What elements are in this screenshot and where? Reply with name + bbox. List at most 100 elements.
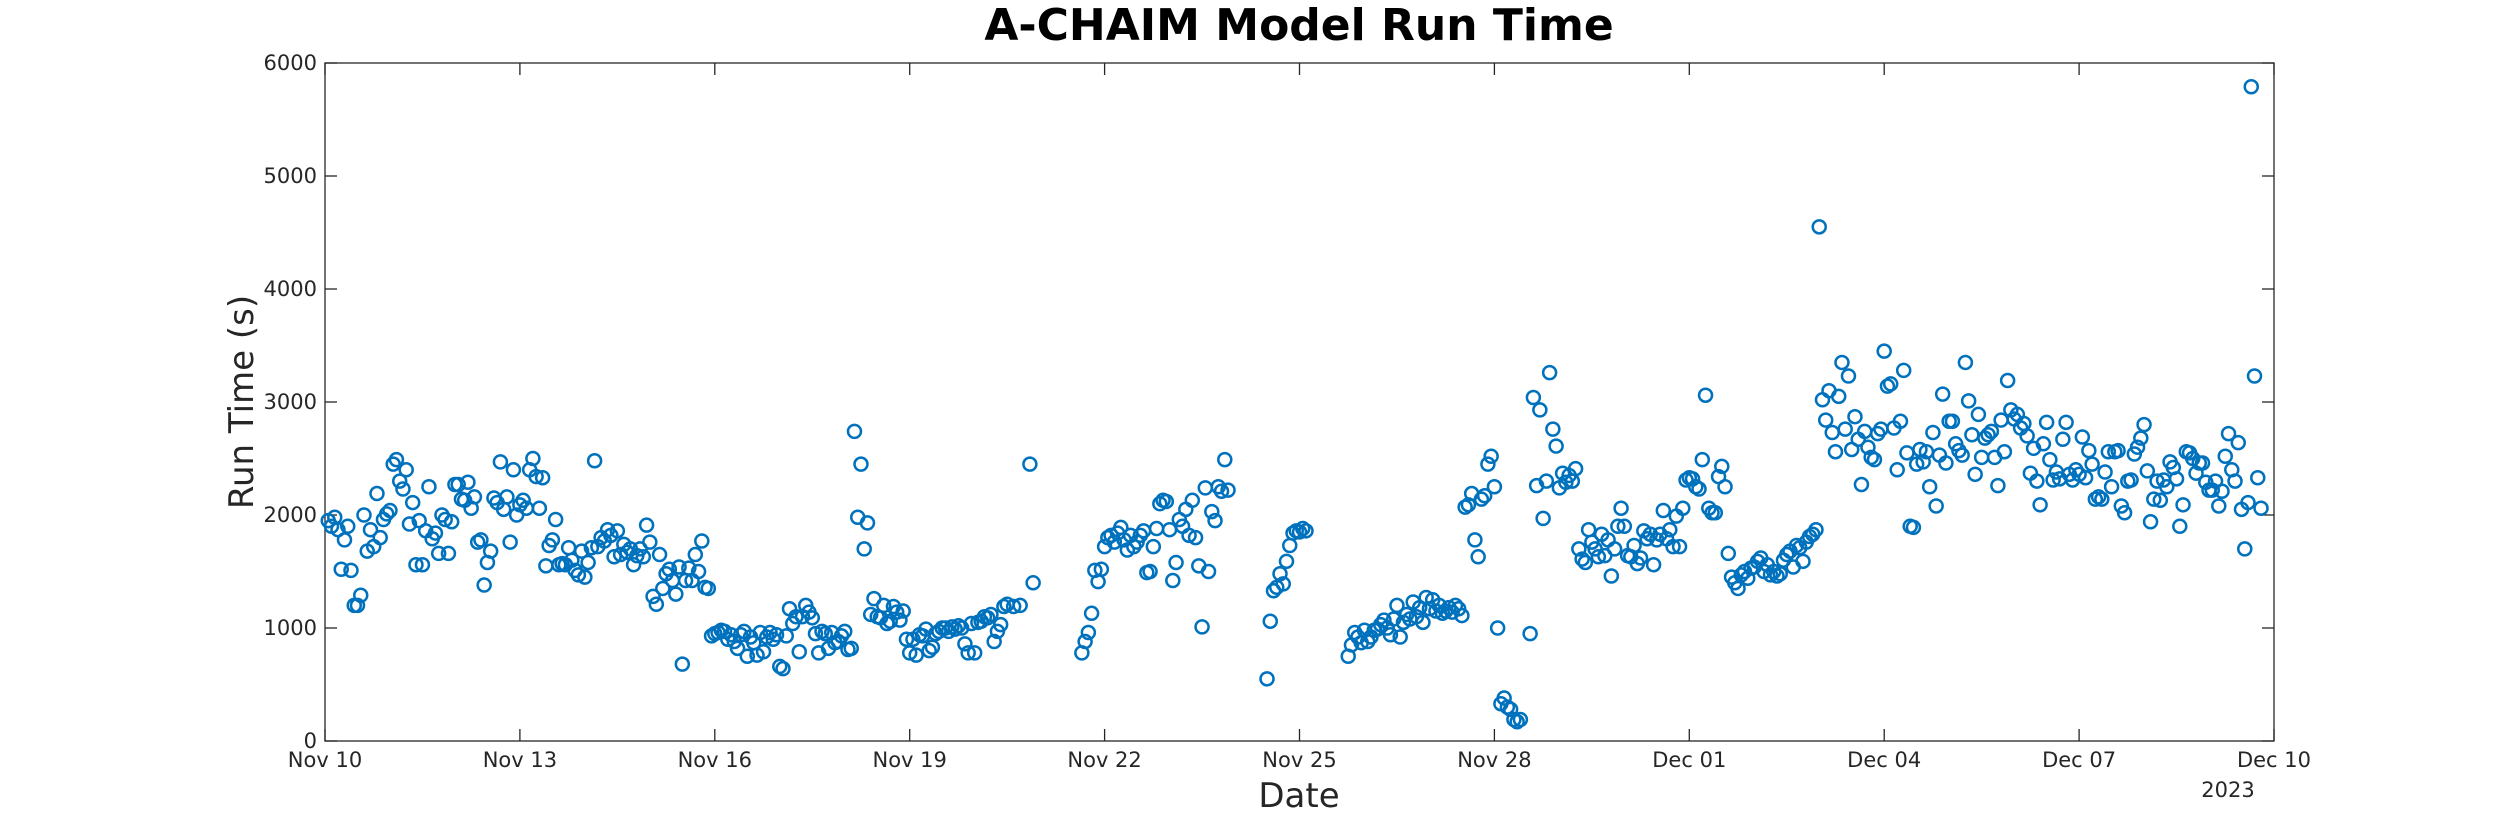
data-point — [1882, 376, 1899, 392]
x-axis-label: Date — [1258, 776, 1339, 816]
data-point — [778, 628, 795, 644]
data-point — [960, 645, 976, 661]
data-point — [1272, 566, 1288, 582]
data-point — [1480, 456, 1496, 472]
data-point — [1571, 541, 1587, 557]
data-point — [1603, 568, 1620, 584]
data-point — [625, 556, 642, 573]
data-point — [1613, 500, 1629, 516]
data-points — [320, 78, 2269, 730]
data-point — [382, 502, 398, 519]
data-point — [1954, 447, 1970, 463]
data-point — [356, 507, 372, 523]
data-point — [404, 494, 421, 511]
data-point — [1889, 462, 1905, 478]
data-point — [473, 532, 489, 548]
data-point — [1548, 438, 1564, 454]
data-point — [888, 604, 905, 620]
data-point — [1083, 605, 1100, 622]
data-point — [1720, 545, 1737, 562]
data-point — [2042, 451, 2058, 468]
data-point — [443, 514, 460, 530]
data-point — [1483, 448, 1499, 464]
data-point — [369, 485, 385, 502]
data-point — [979, 610, 996, 626]
data-point — [1626, 537, 1642, 554]
y-tick-label: 3000 — [264, 390, 317, 414]
data-point — [1512, 711, 1529, 728]
data-point — [544, 532, 561, 548]
data-point — [1876, 343, 1892, 359]
data-point — [1847, 408, 1863, 425]
data-point — [482, 543, 499, 559]
data-point — [1470, 549, 1486, 565]
data-point — [733, 627, 749, 643]
data-point — [924, 639, 941, 655]
data-point — [1983, 423, 2000, 440]
data-point — [1957, 354, 1974, 371]
data-point — [1866, 451, 1883, 468]
data-point — [655, 580, 671, 597]
data-point — [1217, 451, 1233, 468]
data-point — [1655, 502, 1672, 519]
data-point — [1525, 389, 1542, 406]
data-point — [349, 597, 366, 614]
data-point — [1772, 566, 1789, 582]
data-point — [1467, 532, 1483, 548]
data-point — [1207, 512, 1223, 529]
data-point — [755, 643, 772, 660]
data-point — [859, 515, 876, 531]
data-point — [573, 543, 590, 559]
data-point — [1554, 465, 1571, 481]
data-point — [836, 623, 853, 640]
data-point — [421, 479, 437, 495]
data-point — [901, 645, 918, 661]
data-point — [1152, 495, 1168, 512]
data-point — [739, 648, 756, 664]
data-point — [2240, 494, 2256, 511]
data-point — [1590, 549, 1607, 565]
data-point — [804, 610, 820, 626]
data-point — [1496, 690, 1512, 706]
data-point — [1996, 443, 2013, 460]
data-point — [1476, 488, 1493, 504]
data-point — [1165, 572, 1181, 589]
y-tick-label: 4000 — [264, 277, 317, 301]
data-point — [2230, 434, 2247, 451]
data-point — [2103, 479, 2120, 495]
data-point — [1645, 556, 1662, 573]
data-point — [1168, 554, 1184, 571]
data-point — [580, 554, 596, 571]
data-point — [1574, 551, 1590, 567]
data-point — [875, 597, 892, 614]
data-point — [1837, 421, 1853, 437]
data-point — [1662, 521, 1678, 538]
data-point — [687, 546, 704, 563]
data-point — [1421, 601, 1438, 617]
data-point — [791, 643, 808, 660]
data-point — [2055, 431, 2071, 448]
data-point — [992, 616, 1009, 633]
data-point — [846, 423, 863, 440]
data-point — [1200, 563, 1217, 580]
data-point — [1671, 538, 1688, 555]
data-point — [2116, 504, 2133, 521]
data-point — [1415, 614, 1431, 631]
data-point — [1717, 479, 1733, 495]
data-point — [1740, 570, 1756, 587]
data-point — [2123, 472, 2139, 488]
data-point — [534, 469, 551, 486]
y-tick-label: 5000 — [264, 164, 317, 188]
data-point — [700, 580, 717, 597]
data-point — [1291, 524, 1308, 540]
data-point — [476, 577, 492, 593]
data-point — [1298, 523, 1314, 539]
data-point — [1990, 477, 2006, 494]
data-point — [401, 516, 418, 532]
data-point — [645, 588, 661, 605]
data-point — [843, 640, 859, 657]
data-point — [1093, 561, 1110, 577]
data-point — [1145, 538, 1162, 555]
data-point — [957, 636, 973, 652]
